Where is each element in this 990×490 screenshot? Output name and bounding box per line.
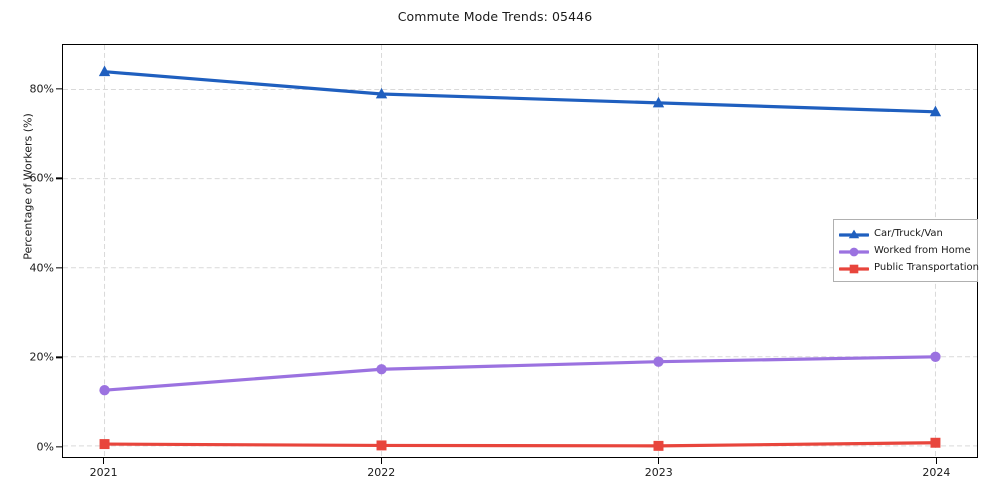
legend-marker-icon: [838, 227, 870, 241]
data-point-marker: [930, 437, 941, 448]
legend-label: Car/Truck/Van: [874, 228, 943, 239]
data-point-marker: [99, 385, 110, 396]
data-point-marker: [929, 105, 942, 117]
series-line: [102, 70, 938, 114]
x-tick-label: 2023: [644, 466, 673, 479]
data-point-marker: [376, 440, 387, 451]
series-1: [98, 65, 942, 117]
x-tick-label: 2021: [89, 466, 118, 479]
series-line: [102, 355, 938, 392]
data-point-marker: [98, 65, 111, 77]
data-point-marker: [653, 356, 664, 367]
data-point-marker: [930, 351, 941, 362]
x-tick-label: 2022: [367, 466, 396, 479]
legend-item-2[interactable]: Worked from Home: [838, 242, 971, 259]
data-point-marker: [652, 96, 665, 108]
chart-title: Commute Mode Trends: 05446: [397, 9, 593, 24]
series-3: [99, 437, 941, 451]
legend-marker-icon: [838, 244, 870, 258]
x-tick-mark: [380, 458, 382, 464]
series-2: [99, 351, 941, 396]
legend-label: Public Transportation: [874, 262, 979, 273]
legend-label: Worked from Home: [874, 245, 971, 256]
legend-marker-icon: [838, 261, 870, 275]
data-point-marker: [653, 440, 664, 451]
plot-canvas: [63, 45, 977, 457]
x-tick-mark: [658, 458, 660, 464]
plot-area: [62, 44, 978, 458]
x-tick-label: 2024: [922, 466, 951, 479]
legend-item-1[interactable]: Car/Truck/Van: [838, 225, 971, 242]
y-tick-label: 20%: [29, 350, 54, 364]
legend-item-3[interactable]: Public Transportation: [838, 259, 979, 276]
data-point-marker: [376, 364, 387, 375]
data-point-marker: [99, 439, 110, 450]
data-point-marker: [375, 87, 388, 99]
y-tick-label: 0%: [36, 440, 54, 454]
chart-legend: Car/Truck/Van Worked from Home Public Tran…: [833, 219, 979, 282]
x-tick-mark: [102, 458, 105, 464]
y-axis-label: Percentage of Workers (%): [21, 113, 35, 260]
x-tick-mark: [935, 458, 937, 464]
series-line: [102, 441, 938, 448]
